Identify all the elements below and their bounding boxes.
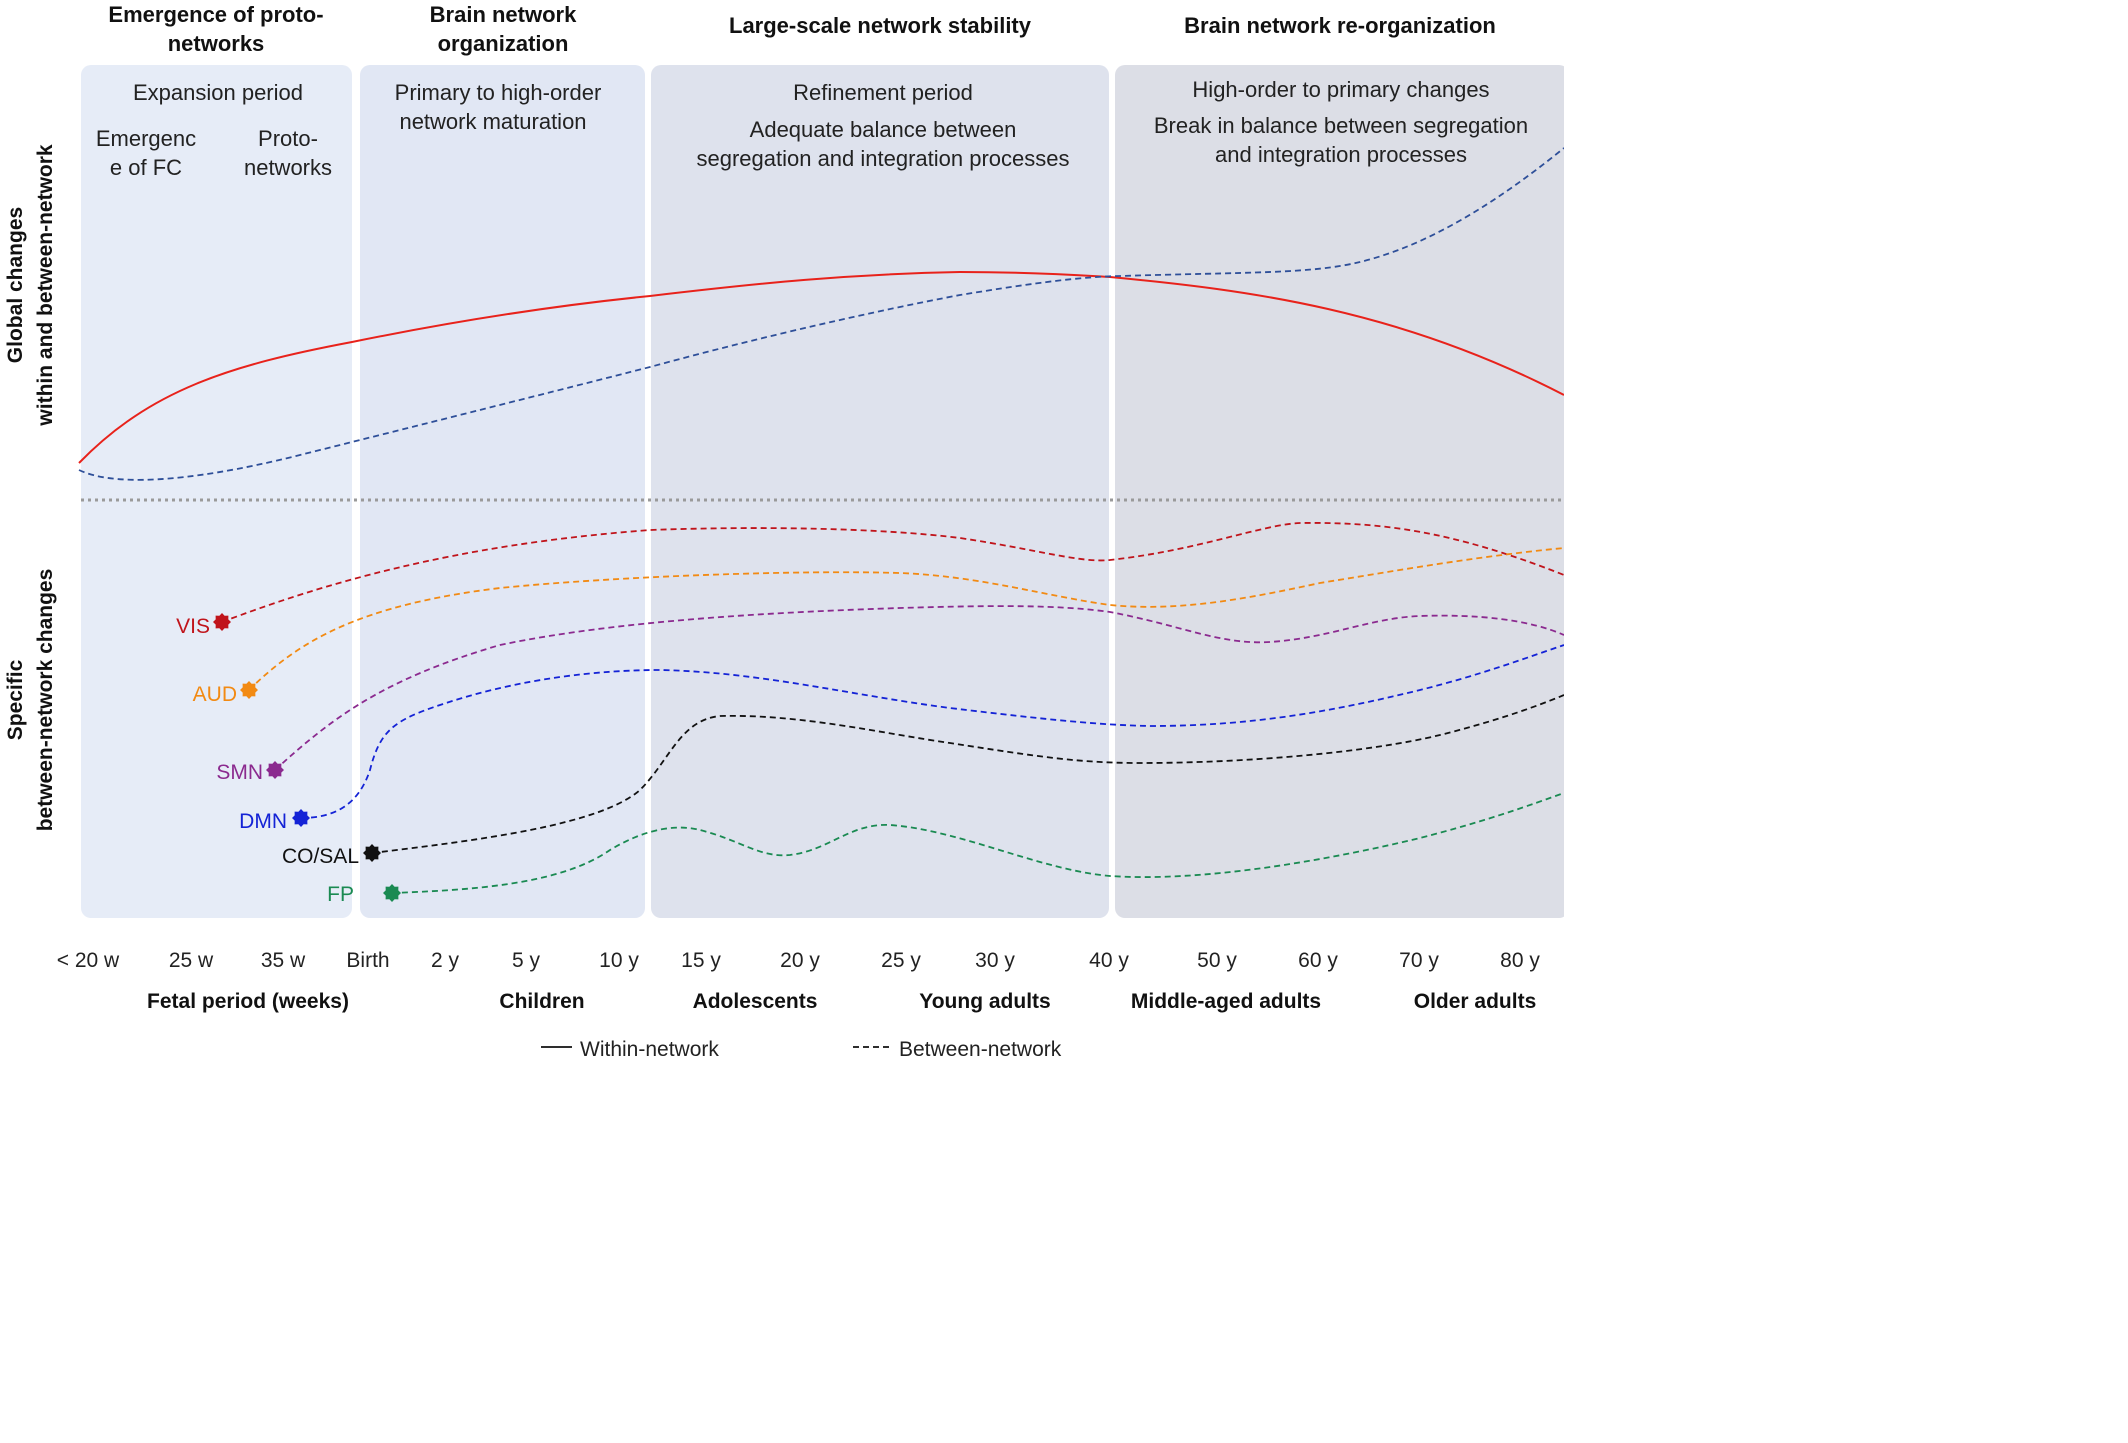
dmn-label: DMN	[239, 810, 287, 833]
vis-star-icon	[213, 613, 231, 631]
between-network-global-curve	[78, 147, 1564, 481]
balance-label-1: Adequate balance between	[750, 117, 1017, 142]
aud-star-icon	[240, 681, 258, 699]
maturation-label-2: network maturation	[399, 109, 586, 134]
vis-curve	[221, 522, 1564, 623]
y-label-specific-2: between-network changes	[34, 569, 57, 832]
co-sal-curve	[371, 694, 1564, 854]
fp-label: FP	[327, 883, 354, 906]
x-tick: 80 y	[1500, 949, 1540, 972]
x-tick: 35 w	[261, 949, 306, 972]
age-group-label: Young adults	[919, 990, 1050, 1013]
aud-curve	[248, 547, 1564, 691]
aud-label: AUD	[193, 683, 237, 706]
fp-star-icon	[383, 884, 401, 902]
expansion-period-label: Expansion period	[133, 80, 303, 105]
refinement-period-label: Refinement period	[793, 80, 973, 105]
x-tick: 50 y	[1197, 949, 1237, 972]
phase-header-reorganization: Brain network re-organization	[1184, 13, 1496, 38]
proto-networks-label-1: Proto-	[258, 126, 318, 151]
proto-networks-label-2: networks	[244, 155, 332, 180]
phase-header-proto-1: Emergence of proto-	[108, 2, 323, 27]
break-balance-label-2: and integration processes	[1215, 142, 1467, 167]
phase-header-stability: Large-scale network stability	[729, 13, 1032, 38]
y-label-global-2: within and between-network	[34, 144, 57, 427]
co-sal-star-icon	[363, 844, 381, 862]
age-group-label: Fetal period (weeks)	[147, 990, 349, 1013]
age-group-label: Middle-aged adults	[1131, 990, 1321, 1013]
smn-label: SMN	[216, 761, 263, 784]
emergence-fc-label-2: e of FC	[110, 155, 182, 180]
x-tick: 15 y	[681, 949, 721, 972]
break-balance-label-1: Break in balance between segregation	[1154, 113, 1528, 138]
maturation-label-1: Primary to high-order	[395, 80, 602, 105]
phase-panel-organization	[360, 65, 645, 918]
phase-header-proto-2: networks	[168, 31, 265, 56]
x-tick: 40 y	[1089, 949, 1129, 972]
phase-header-organization-1: Brain network	[430, 2, 577, 27]
x-tick: 60 y	[1298, 949, 1338, 972]
phase-panel-proto-networks	[81, 65, 352, 918]
smn-star-icon	[266, 761, 284, 779]
dmn-curve	[300, 644, 1564, 819]
x-tick: 70 y	[1399, 949, 1439, 972]
phase-panel-reorganization	[1115, 65, 1564, 918]
dmn-star-icon	[292, 809, 310, 827]
y-label-global-1: Global changes	[4, 207, 27, 363]
x-tick: 25 y	[881, 949, 921, 972]
x-tick: 25 w	[169, 949, 214, 972]
co-sal-label: CO/SAL	[282, 845, 359, 868]
x-tick: 10 y	[599, 949, 639, 972]
lifespan-network-diagram: Emergence of proto- networks Brain netwo…	[4, 2, 1564, 1061]
legend-within-label: Within-network	[580, 1038, 719, 1061]
x-tick: 30 y	[975, 949, 1015, 972]
x-tick: Birth	[346, 949, 389, 972]
within-network-global-curve	[78, 270, 1564, 464]
y-label-specific-1: Specific	[4, 659, 27, 740]
x-tick: < 20 w	[57, 949, 120, 972]
x-tick: 5 y	[512, 949, 541, 972]
balance-label-2: segregation and integration processes	[696, 146, 1069, 171]
vis-label: VIS	[176, 615, 210, 638]
high-order-primary-label: High-order to primary changes	[1192, 77, 1489, 102]
fp-curve	[391, 792, 1564, 894]
legend-between-label: Between-network	[899, 1038, 1062, 1061]
x-tick: 2 y	[431, 949, 460, 972]
smn-curve	[274, 605, 1564, 771]
age-group-label: Older adults	[1414, 990, 1537, 1013]
x-tick: 20 y	[780, 949, 820, 972]
phase-header-organization-2: organization	[438, 31, 569, 56]
age-group-label: Adolescents	[693, 990, 818, 1013]
emergence-fc-label-1: Emergenc	[96, 126, 196, 151]
age-group-label: Children	[499, 990, 584, 1013]
phase-panel-stability	[651, 65, 1109, 918]
